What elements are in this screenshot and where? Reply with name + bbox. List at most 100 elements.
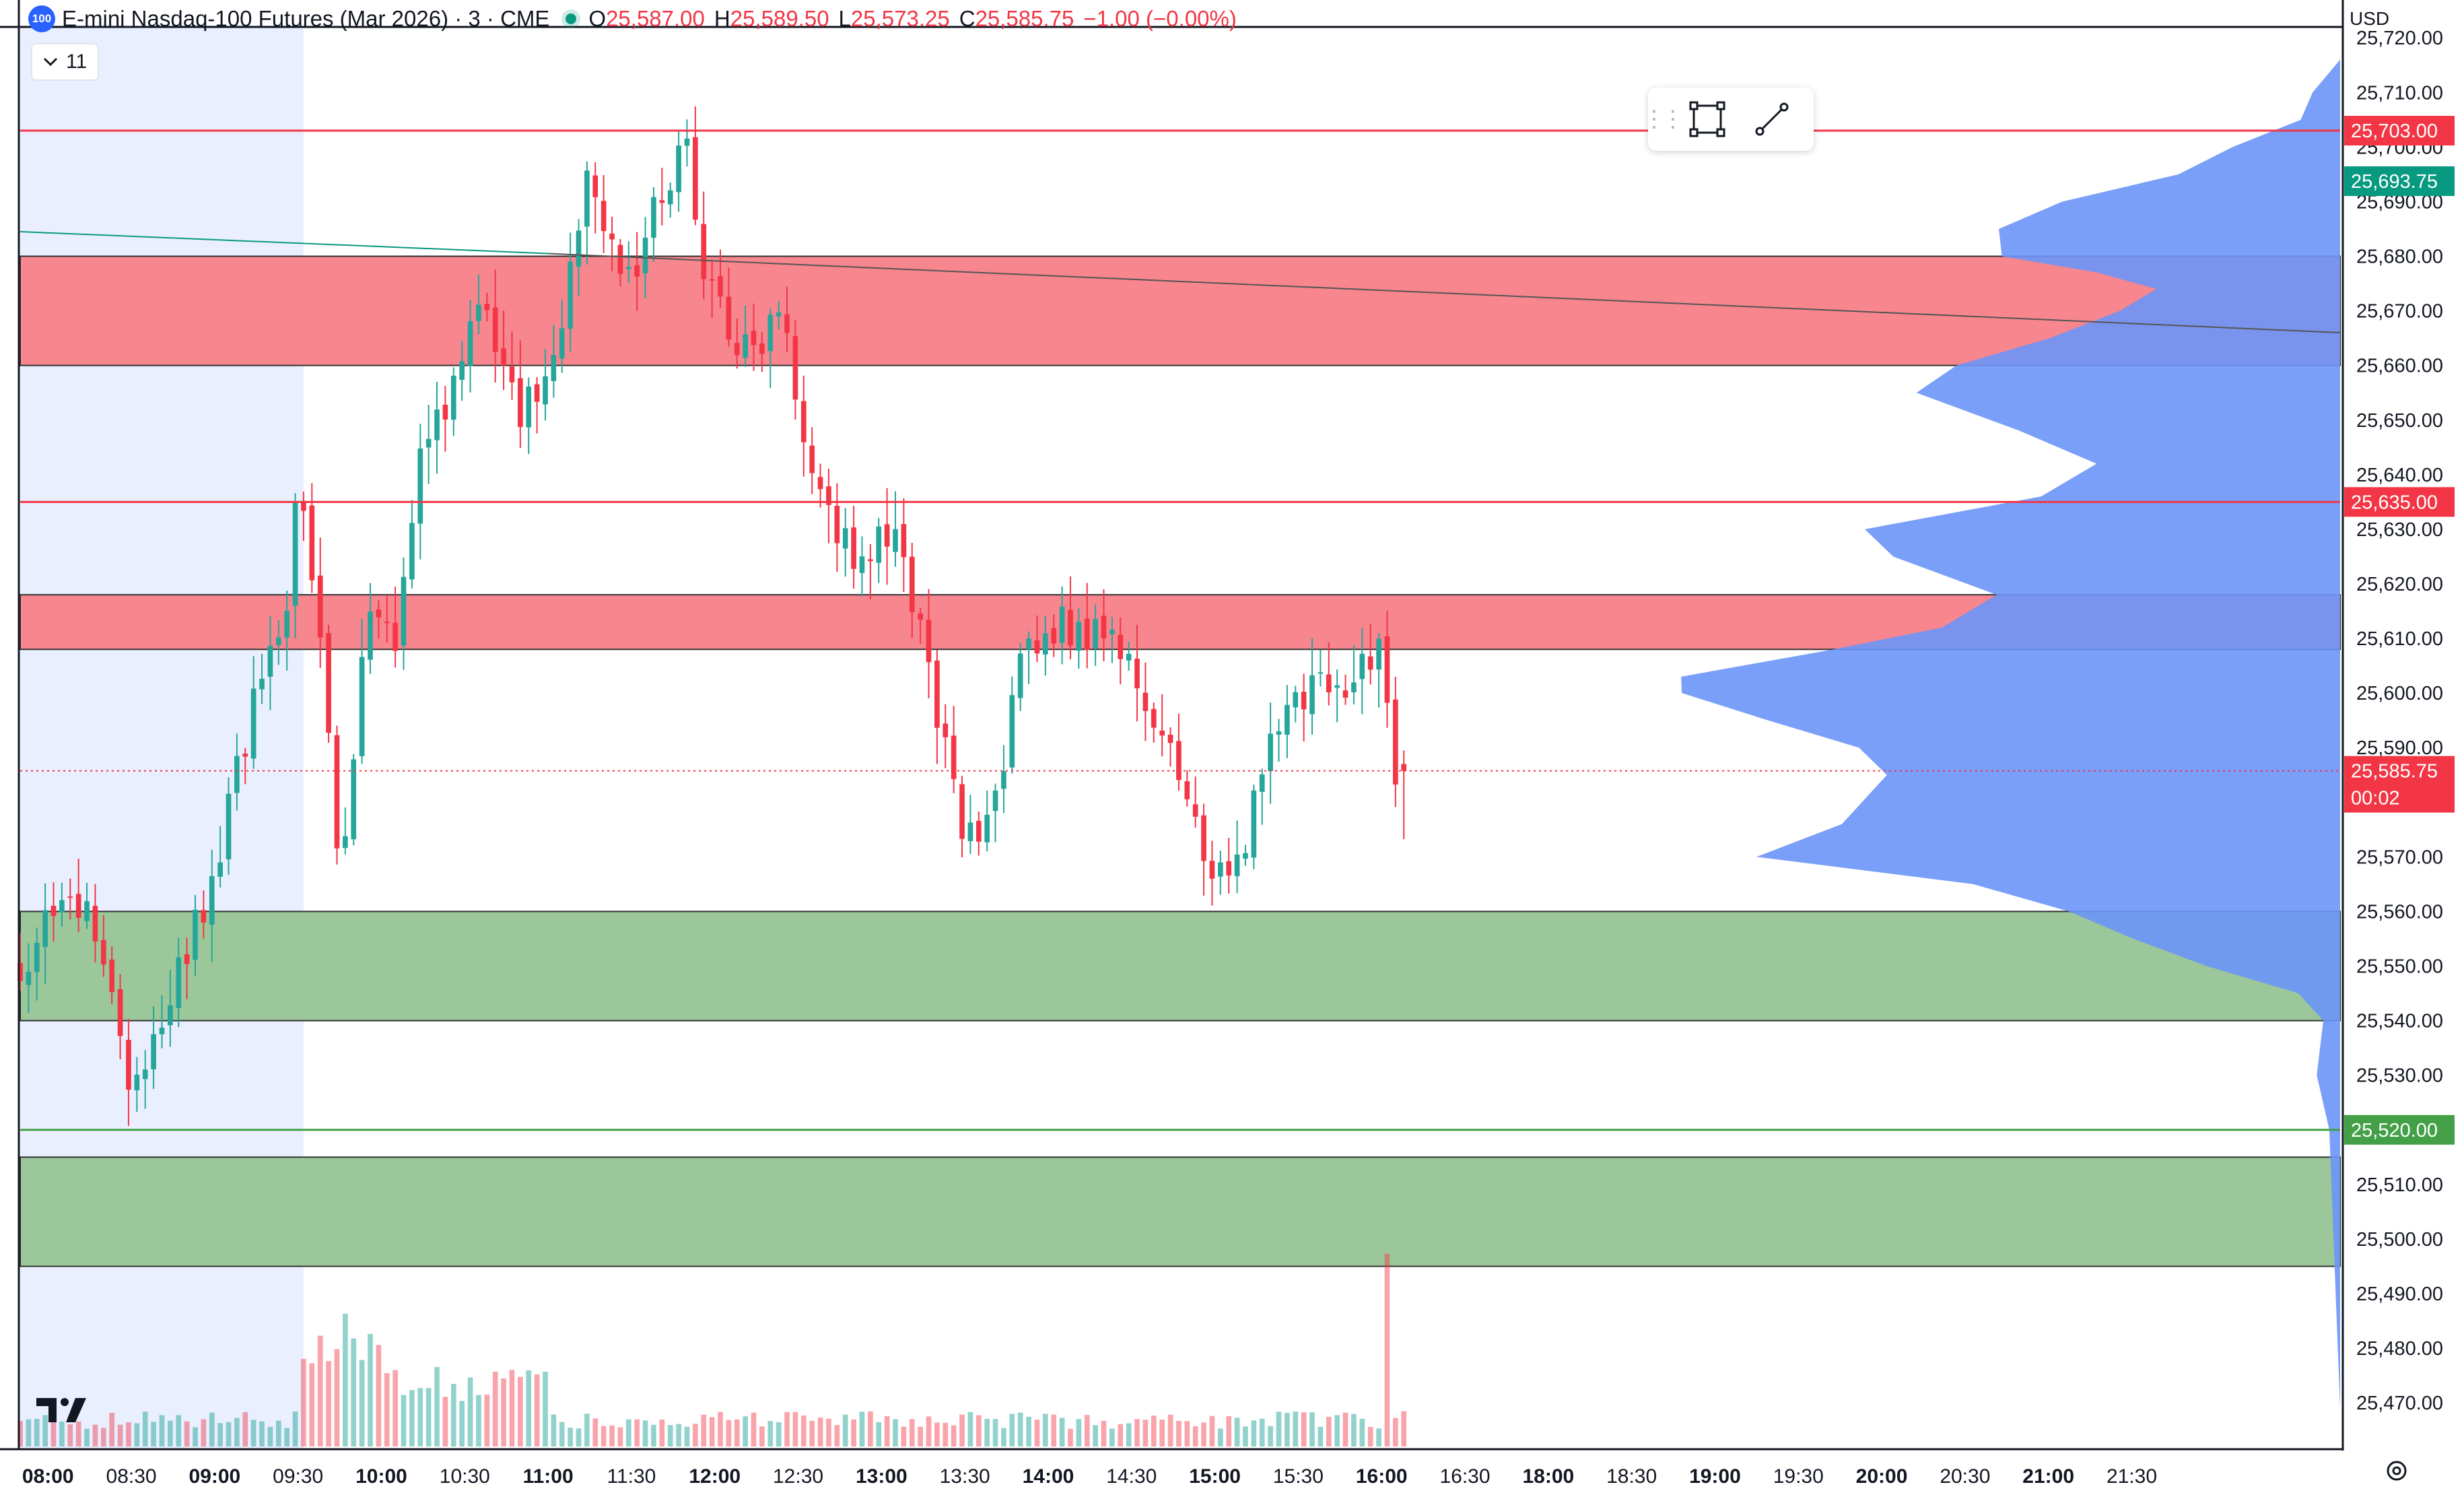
volume-bar bbox=[275, 1420, 281, 1447]
candle-body bbox=[851, 527, 856, 569]
candle-body bbox=[984, 814, 990, 842]
volume-bar bbox=[309, 1363, 315, 1447]
candle-body bbox=[1142, 692, 1149, 711]
supply-zone-0 bbox=[20, 255, 2341, 366]
price-tick-label: 25,720.00 bbox=[2356, 28, 2443, 49]
time-tick-label: 21:30 bbox=[2107, 1465, 2157, 1488]
volume-bar bbox=[1134, 1419, 1140, 1447]
price-tick-label: 25,620.00 bbox=[2356, 574, 2443, 595]
volume-bar bbox=[1192, 1426, 1198, 1447]
trend-line-tool-button[interactable] bbox=[1740, 92, 1804, 146]
candle-body bbox=[1209, 861, 1215, 879]
candle-body bbox=[1317, 672, 1324, 674]
candle-body bbox=[976, 820, 982, 842]
price-tick-label: 25,600.00 bbox=[2356, 683, 2443, 704]
price-label-bg bbox=[2344, 1115, 2455, 1145]
drag-handle-icon[interactable]: ⋮⋮ bbox=[1643, 106, 1684, 132]
legend-high: H25,589.50 bbox=[714, 6, 829, 31]
candle-body bbox=[676, 145, 681, 193]
tradingview-logo-icon[interactable] bbox=[36, 1395, 90, 1428]
volume-bar bbox=[1142, 1420, 1149, 1447]
volume-bar bbox=[967, 1411, 973, 1447]
candle-body bbox=[1076, 622, 1082, 651]
legend-close: C25,585.75 bbox=[959, 6, 1074, 31]
volume-bar bbox=[384, 1373, 390, 1447]
candle-body bbox=[234, 756, 240, 793]
volume-bar bbox=[193, 1427, 198, 1447]
candle-body bbox=[1309, 675, 1315, 715]
volume-bar bbox=[84, 1428, 90, 1447]
volume-bar bbox=[301, 1358, 306, 1447]
candle-body bbox=[217, 862, 223, 877]
volume-bar bbox=[1017, 1412, 1023, 1447]
candle-body bbox=[1101, 616, 1107, 638]
volume-bar bbox=[284, 1428, 290, 1447]
candle-body bbox=[868, 559, 873, 562]
volume-bar bbox=[1243, 1426, 1248, 1447]
candle-body bbox=[50, 906, 57, 917]
candle-body bbox=[651, 197, 656, 238]
candle-body bbox=[1243, 853, 1248, 859]
candle-body bbox=[359, 657, 365, 756]
volume-bar bbox=[743, 1416, 748, 1447]
volume-bar bbox=[201, 1419, 207, 1447]
time-tick-label: 14:30 bbox=[1106, 1465, 1157, 1488]
volume-bar bbox=[168, 1420, 173, 1447]
candle-body bbox=[809, 445, 815, 473]
candle-body bbox=[526, 387, 532, 428]
gear-icon[interactable] bbox=[2383, 1457, 2410, 1488]
volume-bar bbox=[59, 1421, 65, 1447]
volume-bar bbox=[809, 1420, 815, 1447]
volume-bar bbox=[1234, 1418, 1240, 1447]
candle-body bbox=[1234, 854, 1240, 877]
price-tick-label: 25,480.00 bbox=[2356, 1338, 2443, 1360]
volume-bar bbox=[834, 1425, 840, 1447]
volume-bar bbox=[1001, 1428, 1006, 1447]
candle-body bbox=[967, 822, 973, 841]
volume-bar bbox=[868, 1411, 873, 1447]
volume-bar bbox=[684, 1426, 690, 1447]
candle-body bbox=[284, 610, 290, 638]
candle-body bbox=[476, 304, 481, 321]
candle-body bbox=[1384, 636, 1390, 703]
candle-body bbox=[409, 523, 415, 580]
volume-bar bbox=[568, 1427, 573, 1447]
volume-bar bbox=[693, 1424, 698, 1447]
candle-body bbox=[659, 200, 665, 203]
volume-bar bbox=[992, 1419, 998, 1447]
volume-bar bbox=[576, 1428, 582, 1447]
candle-body bbox=[884, 524, 890, 547]
volume-bar bbox=[159, 1415, 165, 1447]
candles bbox=[18, 106, 1407, 1126]
volume-bar bbox=[217, 1423, 223, 1447]
price-tick-label: 25,630.00 bbox=[2356, 519, 2443, 541]
time-tick-label: 16:30 bbox=[1439, 1465, 1490, 1488]
volume-bar bbox=[1393, 1418, 1398, 1447]
volume-bar bbox=[126, 1422, 131, 1447]
legend-change: −1.00 (−0.00%) bbox=[1083, 6, 1237, 31]
currency-selector[interactable]: USD bbox=[2350, 8, 2390, 29]
rectangle-tool-icon bbox=[1689, 101, 1725, 137]
candle-body bbox=[776, 312, 782, 317]
volume-bar bbox=[625, 1419, 631, 1447]
volume-bar bbox=[117, 1424, 123, 1447]
volume-bar bbox=[184, 1421, 190, 1447]
candle-body bbox=[142, 1069, 148, 1079]
candle-body bbox=[184, 954, 190, 964]
price-tick-label: 25,540.00 bbox=[2356, 1011, 2443, 1032]
candle-body bbox=[109, 959, 115, 993]
candle-body bbox=[1367, 656, 1373, 670]
volume-bar bbox=[592, 1418, 598, 1447]
rectangle-tool-button[interactable] bbox=[1675, 92, 1740, 146]
candle-body bbox=[1259, 774, 1265, 792]
symbol-title[interactable]: E-mini Nasdaq-100 Futures (Mar 2026) · 3… bbox=[62, 6, 550, 31]
indicators-collapse-button[interactable]: 11 bbox=[31, 43, 100, 81]
volume-bar bbox=[18, 1420, 23, 1447]
volume-bar bbox=[1268, 1426, 1273, 1447]
candle-body bbox=[1184, 781, 1190, 799]
volume-bar bbox=[601, 1426, 607, 1447]
candle-body bbox=[467, 321, 473, 366]
volume-bar bbox=[1084, 1415, 1090, 1447]
candle-body bbox=[592, 175, 598, 197]
